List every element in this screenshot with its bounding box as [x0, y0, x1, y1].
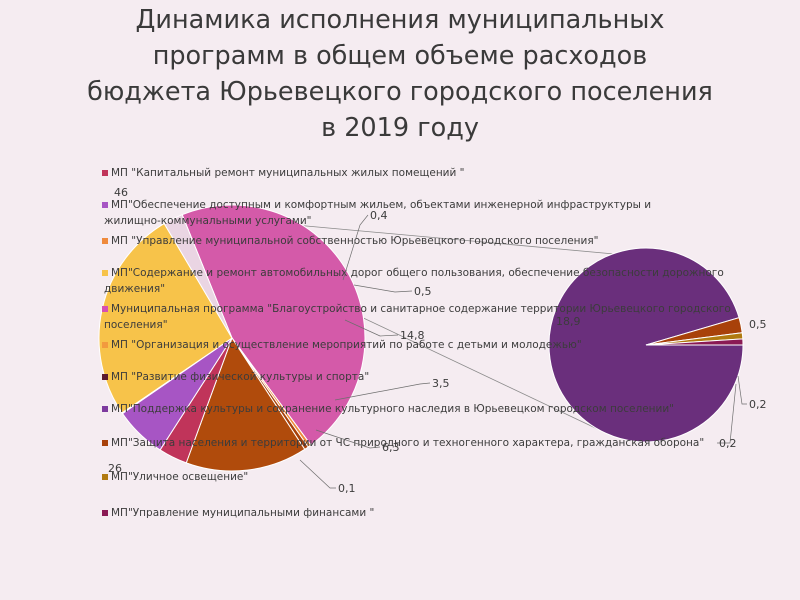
primary-pie-slice-3 [185, 336, 306, 472]
legend-swatch [102, 374, 108, 380]
title-line: программ в общем объеме расходов [152, 41, 648, 71]
legend-swatch [102, 406, 108, 412]
legend-item-label: МП "Развитие физической культуры и спорт… [111, 371, 369, 383]
data-label-secondary: 0,5 [749, 318, 767, 331]
legend-swatch [102, 170, 108, 176]
data-label-secondary: 0,2 [719, 437, 737, 450]
legend-item-label: МП"Обеспечение доступным и комфортным жи… [104, 199, 651, 227]
leader-line [737, 375, 747, 405]
data-label-primary: 0,1 [338, 482, 356, 495]
secondary-pie-slice-3 [645, 338, 744, 346]
legend-item-label: Муниципальная программа "Благоустройство… [104, 303, 731, 331]
legend-item-label: МП"Содержание и ремонт автомобильных дор… [104, 267, 724, 295]
leader-line [353, 284, 413, 293]
data-label-secondary: 18,9 [556, 315, 581, 328]
title-line: бюджета Юрьевецкого городского поселения [87, 77, 713, 107]
leader-line [299, 459, 336, 489]
leader-line [342, 214, 369, 281]
legend-swatch [102, 202, 108, 208]
leader-line [334, 382, 431, 401]
legend-swatch [102, 474, 108, 480]
data-label-secondary: 0,2 [749, 398, 767, 411]
page-title: Динамика исполнения муниципальных програ… [0, 2, 800, 146]
data-label-primary: 6,3 [382, 441, 400, 454]
legend-swatch [102, 306, 108, 312]
data-label-primary: 26 [108, 462, 122, 475]
legend-swatch [102, 238, 108, 244]
primary-pie [98, 204, 366, 472]
legend-item-label: МП "Капитальный ремонт муниципальных жил… [111, 167, 465, 179]
legend-item-label: МП"Защита населения и территории от ЧС п… [111, 437, 704, 449]
data-label-primary: 0,4 [370, 209, 388, 222]
secondary-pie [548, 247, 744, 443]
primary-pie-slice-0 [181, 204, 366, 446]
leader-line [315, 429, 381, 449]
legend-swatch [102, 342, 108, 348]
data-label-primary: 0,5 [414, 285, 432, 298]
legend-item-label: МП"Поддержка культуры и сохранение культ… [111, 403, 674, 415]
title-line: в 2019 году [321, 113, 479, 143]
leader-line [717, 383, 737, 444]
legend-item-label: МП"Управление муниципальными финансами " [111, 507, 374, 519]
title-line: Динамика исполнения муниципальных [135, 5, 665, 35]
primary-pie-slice-8 [163, 214, 233, 339]
data-label-primary: 3,5 [432, 377, 450, 390]
legend-swatch [102, 510, 108, 516]
legend-item-label: МП "Организация и осуществление мероприя… [111, 339, 582, 351]
data-label-primary: 14,8 [400, 329, 425, 342]
data-labels: 46 0,4 0,5 14,8 3,5 6,3 0,1 26 18,9 0,5 0,2 0,2 [108, 186, 767, 495]
leader-line [344, 319, 399, 337]
legend-item-label: МП"Уличное освещение" [111, 471, 248, 483]
legend: МП "Капитальный ремонт муниципальных жил… [102, 167, 731, 519]
legend-swatch [102, 440, 108, 446]
legend-swatch [102, 270, 108, 276]
data-label-primary: 46 [114, 186, 128, 199]
